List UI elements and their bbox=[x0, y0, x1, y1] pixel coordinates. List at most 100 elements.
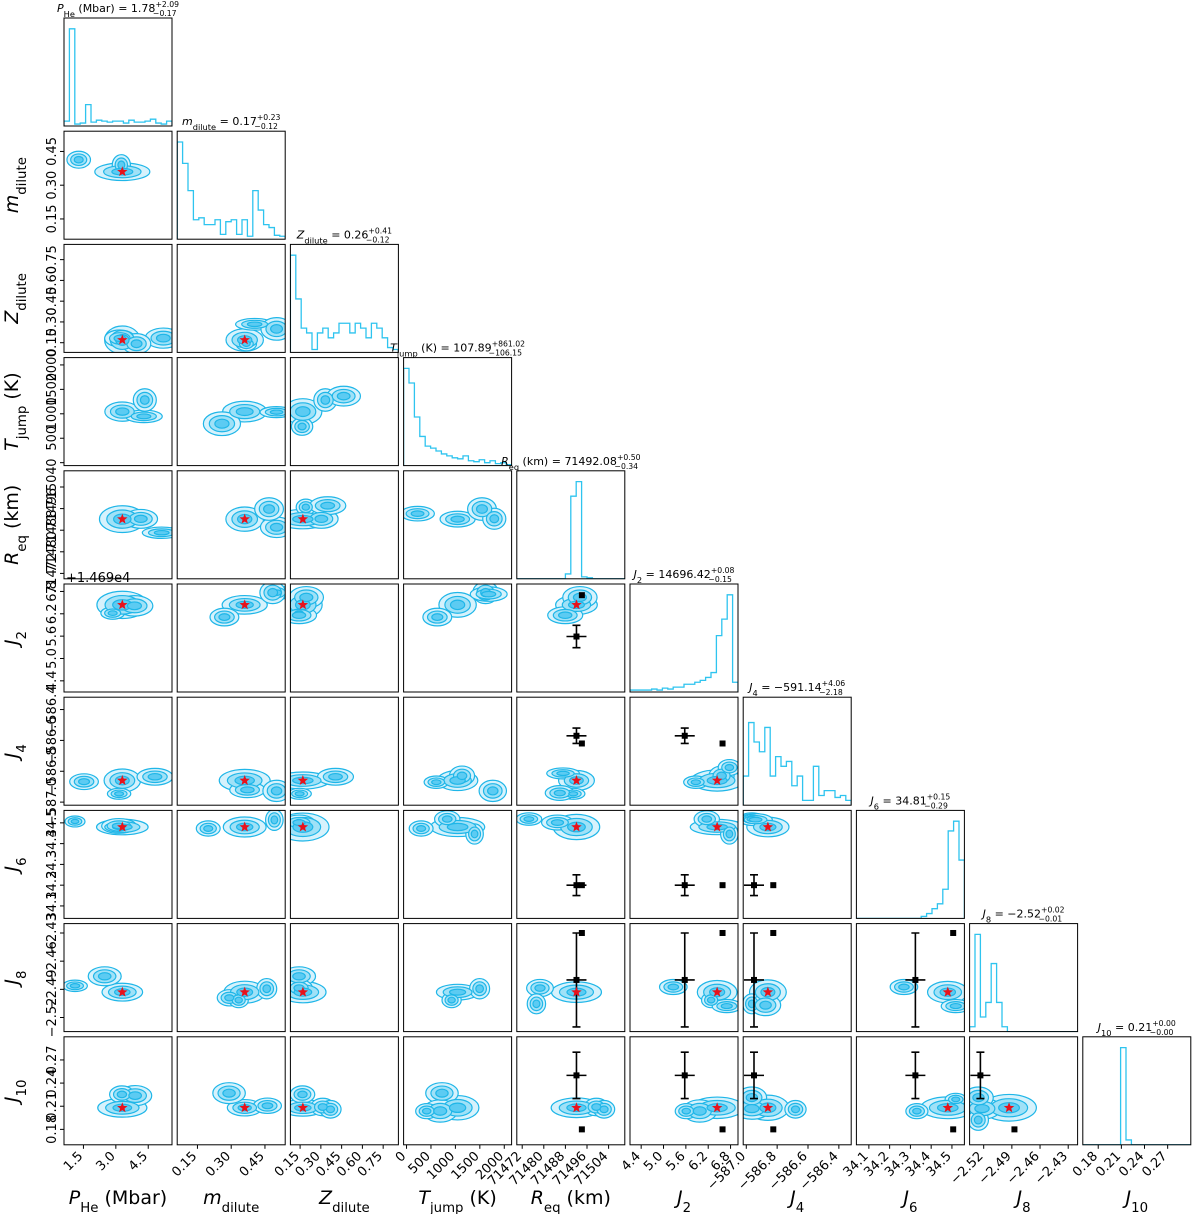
contour-level-2-blob-1 bbox=[568, 791, 579, 797]
panel-frame bbox=[176, 470, 286, 580]
panel-plot-area bbox=[969, 1051, 1037, 1133]
contour-level-2-blob-2 bbox=[218, 613, 231, 622]
panel-frame bbox=[176, 357, 286, 467]
truth-star bbox=[117, 821, 128, 832]
truth-star bbox=[711, 821, 723, 832]
contour-level-2-blob-2 bbox=[949, 1002, 962, 1010]
x-axis-label-J6: J6 bbox=[899, 1187, 917, 1214]
panel-plot-area bbox=[1082, 1046, 1191, 1145]
panel-R_eq-vs-T_jump bbox=[403, 470, 513, 580]
panel-frame bbox=[629, 1036, 739, 1146]
x-tick-label-J2: 6.2 bbox=[686, 1149, 711, 1174]
panel-plot-area bbox=[98, 505, 172, 540]
x-axis-label-J4: J4 bbox=[786, 1187, 804, 1214]
panel-plot-area bbox=[743, 721, 852, 806]
panel-frame bbox=[516, 1036, 626, 1146]
offset-text-J2: +1.469e4 bbox=[66, 571, 130, 586]
y-tick-label-J4: −586.8 bbox=[45, 747, 60, 795]
y-tick-label-R_eq: 71504 bbox=[45, 466, 60, 507]
contour-level-2-blob-2 bbox=[270, 324, 284, 334]
panel-title-J6: J6 = 34.81+0.15 −0.29 bbox=[869, 792, 951, 811]
y-tick-label-J4: −586.4 bbox=[45, 685, 60, 733]
x-tick-label-m_dilute: 0.30 bbox=[203, 1149, 234, 1180]
panel-R_eq-vs-Z_dilute bbox=[289, 470, 399, 580]
panel-J2-vs-P_He: 4.45.05.6 6.26.8 bbox=[45, 581, 173, 693]
obs-marker bbox=[681, 976, 688, 983]
contour-level-2-blob-1 bbox=[153, 529, 170, 536]
truth-star bbox=[571, 599, 582, 610]
panel-title-Z_dilute: Zdilute = 0.26+0.41 −0.12 bbox=[296, 226, 392, 245]
hist-panel-T_jump: Tjump (K) = 107.89+861.02 −106.15 bbox=[390, 340, 525, 467]
contour-level-2-blob-3 bbox=[320, 501, 336, 510]
truth-star bbox=[571, 1102, 582, 1113]
panel-frame bbox=[289, 357, 399, 467]
contour-level-2-blob-1 bbox=[320, 395, 331, 405]
panel-frame bbox=[403, 696, 513, 806]
y-tick-label-J2: 4.4 bbox=[45, 670, 60, 691]
contour-level-2-blob-2 bbox=[299, 592, 314, 603]
truth-star bbox=[297, 513, 309, 524]
y-axis-label-J2: J2 bbox=[1, 631, 30, 649]
contour-level-2-blob-2 bbox=[203, 824, 214, 832]
panel-J10-vs-J6: 34.134.234.334.434.5 bbox=[841, 1036, 965, 1180]
panel-plot-area bbox=[403, 367, 512, 466]
panel-J6-vs-m_dilute bbox=[176, 809, 286, 919]
contour-level-2-blob-0 bbox=[115, 407, 130, 416]
truth-star bbox=[711, 1102, 723, 1113]
contour-level-2-blob-2 bbox=[139, 395, 150, 405]
panel-plot-area bbox=[104, 388, 163, 424]
panel-title-J2: J2 = 14696.42+0.08 −0.15 bbox=[632, 566, 735, 585]
truth-star bbox=[117, 166, 128, 177]
panel-plot-area bbox=[674, 1051, 738, 1133]
histogram-J10 bbox=[1082, 1046, 1191, 1145]
obs-marker bbox=[573, 633, 580, 640]
contour-level-2-blob-3 bbox=[973, 1115, 983, 1125]
panel-plot-area bbox=[435, 977, 491, 1009]
panel-J4-vs-J2 bbox=[629, 696, 739, 806]
panel-plot-area bbox=[743, 1051, 807, 1133]
panel-frame bbox=[176, 923, 286, 1033]
contour-level-2-blob-1 bbox=[240, 786, 255, 794]
contour-level-2-blob-2 bbox=[155, 333, 171, 343]
obs-marker bbox=[770, 882, 777, 889]
panel-plot-area bbox=[209, 584, 286, 627]
y-axis-label-J10: J10 bbox=[1, 1080, 30, 1107]
panel-frame bbox=[403, 809, 513, 919]
panel-frame bbox=[629, 923, 739, 1033]
panel-J10-vs-P_He: 1.5 3.0 4.5 0.180.210.240.27 bbox=[45, 1036, 173, 1174]
panel-J8-vs-J4 bbox=[742, 923, 852, 1033]
y-tick-label-T_jump: 1000 bbox=[45, 397, 60, 430]
y-tick-label-m_dilute: 0.30 bbox=[45, 171, 60, 200]
panel-plot-area bbox=[64, 815, 149, 836]
contour-level-2-blob-2 bbox=[336, 391, 351, 401]
panel-J10-vs-J8: −2.52−2.49−2.46−2.43 bbox=[948, 1036, 1079, 1188]
contour-level-2-blob-3 bbox=[325, 1105, 336, 1114]
panel-J6-vs-P_He: 34.134.234.334.434.5 bbox=[45, 808, 173, 920]
contour-level-2-blob-2 bbox=[270, 786, 283, 796]
y-tick-label-J4: −586.6 bbox=[45, 716, 60, 764]
panel-Z_dilute-vs-P_He: 0.150.300.450.600.75 bbox=[45, 243, 173, 357]
obs-marker bbox=[681, 732, 688, 739]
panel-title-J8: J8 = −2.52+0.02 −0.01 bbox=[981, 906, 1065, 925]
truth-star bbox=[239, 775, 250, 785]
x-axis-label-J2: J2 bbox=[673, 1187, 691, 1214]
x-tick-label-J2: 4.4 bbox=[619, 1149, 644, 1174]
panel-frame bbox=[176, 696, 286, 806]
panel-frame bbox=[63, 923, 173, 1033]
contour-level-2-blob-0 bbox=[295, 406, 311, 418]
panel-J8-vs-T_jump bbox=[403, 923, 513, 1033]
x-tick-label-P_He: 4.5 bbox=[126, 1149, 151, 1174]
truth-star bbox=[762, 1102, 774, 1113]
panel-J4-vs-m_dilute bbox=[176, 696, 286, 806]
contour-level-2-blob-1 bbox=[224, 994, 235, 1002]
panel-J8-vs-J2 bbox=[629, 923, 739, 1033]
panel-J8-vs-Z_dilute bbox=[289, 923, 399, 1033]
panel-frame bbox=[289, 583, 399, 693]
x-tick-label-J10: 0.21 bbox=[1093, 1149, 1124, 1180]
hist-panel-J2: J2 = 14696.42+0.08 −0.15 bbox=[629, 566, 739, 693]
y-tick-label-Z_dilute: 0.30 bbox=[45, 307, 60, 336]
truth-star bbox=[711, 775, 723, 785]
y-tick-label-J10: 0.21 bbox=[45, 1092, 60, 1121]
